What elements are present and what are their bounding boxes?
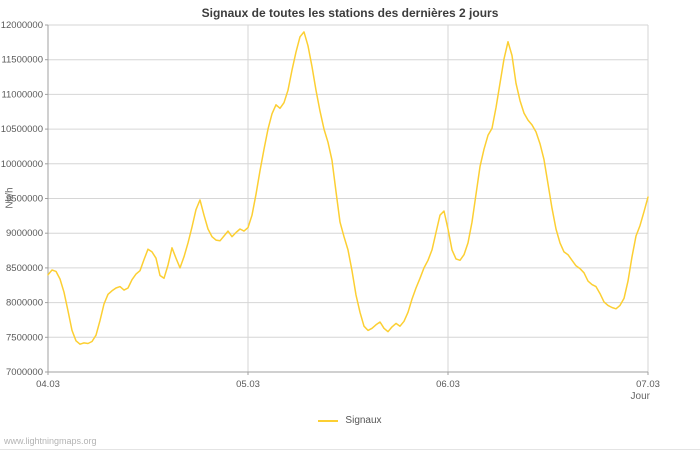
- line-chart: 7000000 7500000 8000000 8500000 9000000 95000…: [1, 20, 660, 390]
- x-tick-label: 04.03: [36, 379, 60, 390]
- x-tick-label: 05.03: [236, 379, 260, 390]
- y-axis-label: Nb/h: [4, 187, 16, 209]
- series-line-signaux: [47, 31, 649, 345]
- x-axis-label: Jour: [630, 391, 650, 402]
- x-tick-label: 06.03: [436, 379, 460, 390]
- y-tick-label: 10500000: [1, 124, 43, 135]
- y-tick-label: 9500000: [6, 194, 43, 205]
- y-tick-label: 11000000: [1, 89, 43, 100]
- y-tick-label: 8000000: [6, 298, 43, 309]
- y-tick-label: 10000000: [1, 159, 43, 170]
- y-tick-label: 7000000: [6, 367, 43, 378]
- legend: Signaux: [0, 415, 700, 426]
- legend-line-swatch: [318, 419, 339, 422]
- y-tick-label: 11500000: [1, 55, 43, 66]
- y-tick-label: 12000000: [1, 20, 43, 31]
- legend-label: Signaux: [345, 415, 382, 426]
- x-tick-label: 07.03: [636, 379, 660, 390]
- watermark: www.lightningmaps.org: [4, 436, 97, 446]
- chart-title: Signaux de toutes les stations des derni…: [201, 6, 499, 20]
- y-tick-label: 8500000: [6, 263, 43, 274]
- y-tick-label: 7500000: [6, 332, 43, 343]
- y-tick-label: 9000000: [6, 228, 43, 239]
